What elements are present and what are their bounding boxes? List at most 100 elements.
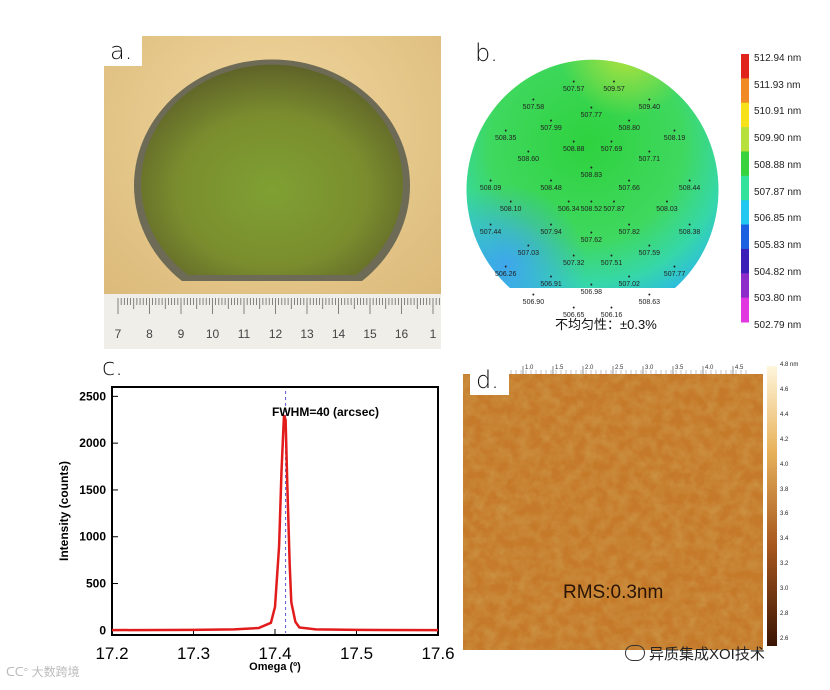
- afm-top-tick-label: 3.0: [645, 365, 654, 371]
- ruler-tick-label: 7: [115, 327, 122, 341]
- wafer-point-value: 507.77: [581, 112, 602, 119]
- wafer-point-value: 507.87: [603, 206, 624, 213]
- color-scale-label: 505.83 nm: [754, 239, 802, 251]
- color-scale-swatch: [741, 200, 749, 226]
- color-scale-swatch: [741, 273, 749, 299]
- wafer-point-value: 508.03: [656, 206, 677, 213]
- wafer-point-value: 507.57: [563, 86, 584, 93]
- wafer-point-value: 507.82: [618, 229, 639, 236]
- afm-scale-label: 2.6: [780, 636, 789, 642]
- wafer-point-value: 508.60: [518, 156, 539, 163]
- color-scale-swatch: [741, 78, 749, 104]
- wafer-point-value: 507.32: [563, 260, 584, 267]
- wafer-photo: 7 8 9 10 11 12 13 14 15 16 1: [104, 36, 441, 349]
- panel-c-label: c.: [96, 352, 133, 382]
- watermark-logo-icon: ᑕᑕ°: [6, 665, 29, 679]
- color-scale-swatch: [741, 102, 749, 128]
- afm-scale-label: 3.6: [780, 511, 789, 518]
- wafer-point-value: 507.62: [581, 237, 602, 244]
- afm-scale-label: 2.8: [780, 611, 789, 618]
- afm-scale-label: 4.6: [780, 386, 789, 393]
- wafer-point-value: 507.94: [540, 229, 561, 236]
- color-scale-swatch: [741, 224, 749, 250]
- wafer-point-value: 506.26: [495, 271, 516, 278]
- y-tick-label: 500: [86, 577, 106, 591]
- y-tick-label: 1500: [79, 483, 106, 497]
- color-scale-label: 503.80 nm: [754, 293, 802, 305]
- color-scale-label: 506.85 nm: [754, 213, 802, 225]
- wafer-point-value: 508.80: [618, 125, 639, 132]
- wafer-point-value: 507.58: [523, 104, 544, 111]
- wafer-point-value: 506.65: [563, 312, 584, 319]
- afm-top-tick-label: 4.5: [735, 365, 744, 371]
- x-tick-label: 17.3: [177, 644, 210, 663]
- y-tick-label: 2500: [79, 389, 106, 403]
- ruler-tick-label: 13: [300, 327, 314, 341]
- color-scale-label: 504.82 nm: [754, 266, 802, 278]
- x-tick-label: 17.5: [340, 644, 373, 663]
- afm-top-tick-label: 4.0: [705, 365, 714, 371]
- rms-text: RMS:0.3nm: [563, 582, 664, 603]
- panel-b-label: b.: [469, 38, 508, 68]
- panel-a-label: a.: [104, 36, 143, 66]
- uniformity-text: 不均匀性：±0.3%: [555, 317, 657, 332]
- wafer-point-value: 508.10: [500, 206, 521, 213]
- color-scale-swatch: [741, 297, 749, 323]
- color-scale-label: 507.87 nm: [754, 186, 802, 198]
- afm-scale-label: 4.4: [780, 411, 789, 418]
- wechat-icon: [625, 645, 645, 661]
- x-axis-label: Omega (º): [249, 661, 301, 673]
- color-scale-swatch: [741, 175, 749, 201]
- wafer-point-value: 507.02: [618, 281, 639, 288]
- color-scale-label: 502.79 nm: [754, 320, 802, 331]
- wafer-thickness-map: [466, 54, 749, 323]
- wafer-point-value: 507.77: [664, 271, 685, 278]
- wafer-point-value: 507.69: [601, 146, 622, 153]
- y-tick-label: 1000: [79, 530, 106, 544]
- color-scale-swatch: [741, 127, 749, 152]
- afm-scale-label: 3.4: [780, 536, 789, 543]
- wafer-point-value: 507.44: [480, 229, 501, 236]
- wafer-point-value: 509.40: [639, 104, 660, 111]
- color-scale-label: 509.90 nm: [754, 133, 802, 145]
- wafer-point-value: 507.03: [518, 250, 539, 257]
- ruler-tick-label: 15: [363, 327, 377, 341]
- wafer-point-value: 506.90: [523, 299, 544, 306]
- wafer-point-value: 506.98: [581, 289, 602, 296]
- color-scale-swatch: [741, 248, 749, 274]
- afm-top-tick-label: 2.0: [585, 365, 594, 371]
- wafer-point-value: 508.19: [664, 135, 685, 142]
- color-scale-swatch: [741, 151, 749, 177]
- afm-top-tick-label: 3.5: [675, 365, 684, 371]
- color-scale-label: 511.93 nm: [754, 79, 801, 91]
- ruler-tick-label: 10: [206, 327, 220, 341]
- wafer-point-value: 508.83: [581, 172, 602, 179]
- afm-panel: 1.0 1.5 2.0 2.5 3.0 3.5 4.0 4.5 4.8 nm 4.6 4.4 4.2…: [463, 360, 808, 650]
- thickness-map-panel: 509.57 507.57 509.40 507.58 507.77 507.99 508.…: [465, 36, 810, 339]
- ruler-tick-label: 11: [238, 327, 251, 341]
- afm-image: 1.0 1.5 2.0 2.5 3.0 3.5 4.0 4.5: [463, 360, 808, 650]
- xrd-chart-panel: 0 500 1000 1500 2000 2500 17.2 17.3 17.4 17.5 17.…: [0, 354, 460, 690]
- x-tick-label: 17.4: [258, 644, 291, 663]
- wafer-point-value: 508.52: [581, 206, 602, 213]
- wechat-brand: 异质集成XOI技术: [625, 643, 765, 664]
- wechat-account-name: 异质集成XOI技术: [649, 646, 765, 663]
- wafer-point-value: 506.34: [558, 206, 579, 213]
- ruler-tick-label: 14: [332, 327, 346, 341]
- y-tick-label: 2000: [79, 436, 106, 450]
- wafer-point-value: 508.63: [639, 299, 660, 306]
- ruler-tick-label: 16: [395, 327, 409, 341]
- afm-top-tick-label: 1.5: [555, 365, 564, 371]
- wafer-point-value: 507.71: [639, 156, 660, 163]
- y-axis-label: Intensity (counts): [57, 461, 71, 561]
- wafer-point-value: 508.44: [679, 185, 700, 192]
- afm-scale-label: 3.8: [780, 486, 789, 493]
- color-scale-label: 512.94 nm: [754, 53, 802, 64]
- xrd-curve: [111, 414, 439, 632]
- afm-scale-label: 4.2: [780, 436, 789, 443]
- wafer-point-value: 507.59: [639, 250, 660, 257]
- wafer-point-value: 507.66: [618, 185, 639, 192]
- wafer-point-value: 508.38: [679, 229, 700, 236]
- wafer-point-value: 508.88: [563, 146, 584, 153]
- wafer-point-value: 507.51: [601, 260, 622, 267]
